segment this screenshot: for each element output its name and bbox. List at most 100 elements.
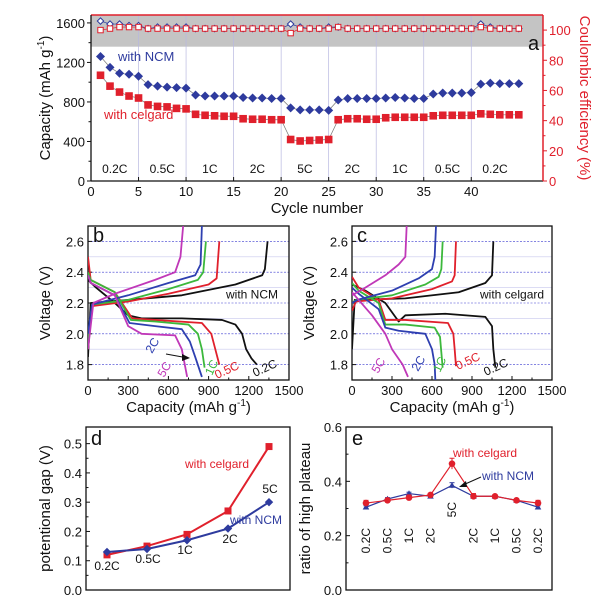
curve-5C-charge — [352, 226, 408, 297]
data-point — [134, 71, 144, 81]
data-point — [182, 105, 190, 113]
data-point — [220, 112, 228, 121]
plot-frame — [85, 426, 291, 591]
y-tick-label: 1.8 — [330, 358, 348, 373]
data-point — [230, 25, 237, 32]
category-label: 5C — [262, 482, 278, 496]
x-tick-label: 600 — [421, 383, 443, 398]
curve-0.5C-charge — [88, 241, 221, 350]
category-label: 0.5C — [381, 528, 395, 554]
y-right-tick-label: 20 — [549, 144, 563, 159]
data-point — [173, 25, 180, 32]
data-point — [496, 25, 503, 32]
data-point — [486, 110, 495, 119]
data-point — [296, 25, 304, 32]
category-label: 0.5C — [510, 528, 524, 554]
data-point — [495, 79, 505, 89]
x-tick-label: 10 — [179, 184, 193, 199]
data-point — [476, 110, 485, 118]
data-point — [467, 111, 476, 120]
data-point — [163, 103, 171, 111]
x-tick-label: 40 — [464, 184, 478, 199]
data-point — [515, 25, 523, 32]
category-label: 2C — [222, 532, 238, 546]
rate-label: 0.2C — [102, 162, 128, 176]
data-point — [505, 110, 514, 119]
data-point — [267, 115, 276, 124]
curves — [88, 226, 269, 378]
data-point — [181, 83, 191, 93]
data-point — [362, 115, 371, 124]
data-point — [515, 110, 523, 119]
rate-label: 0.5C — [453, 349, 482, 373]
y-tick-label: 2.0 — [330, 327, 348, 342]
category-label: 2C — [424, 528, 438, 544]
x-tick-label: 5 — [135, 184, 142, 199]
data-point — [470, 492, 477, 500]
y-tick-label: 2.4 — [330, 265, 348, 280]
data-point — [457, 88, 467, 98]
data-point — [210, 111, 219, 120]
data-point — [267, 93, 277, 104]
data-point — [201, 25, 209, 32]
data-point — [229, 112, 238, 121]
data-point — [124, 69, 134, 79]
data-point — [506, 25, 513, 32]
data-point — [384, 497, 391, 504]
data-point — [229, 91, 239, 101]
data-point — [125, 92, 133, 100]
data-point — [419, 113, 428, 122]
y-axis-label: Capacity (mAh g-1) — [36, 36, 54, 161]
rate-label: 1C — [202, 357, 221, 377]
y-right-tick-label: 100 — [549, 23, 571, 38]
data-point — [258, 115, 266, 124]
curve-1C-discharge — [88, 271, 206, 368]
y-right-tick-label: 60 — [549, 83, 563, 98]
data-point — [219, 91, 229, 101]
x-tick-label: 35 — [417, 184, 431, 199]
arrow-head — [182, 354, 190, 361]
panel-a-rate-capability: 0 5 10 15 20 25 30 35 40040080012001600020406080… — [36, 14, 593, 217]
data-point — [115, 88, 124, 96]
annotation-celgard: with celgard — [452, 446, 517, 460]
annotation: with celgard — [479, 287, 544, 301]
data-point — [448, 482, 456, 488]
y-tick-label: 0.3 — [64, 495, 82, 510]
x-tick-label: 900 — [461, 383, 483, 398]
y-tick-label: 2.2 — [66, 296, 84, 311]
data-point — [411, 25, 418, 32]
data-point — [382, 25, 389, 32]
data-point — [249, 25, 256, 32]
data-point — [429, 111, 438, 120]
rate-label: 5C — [368, 355, 388, 376]
data-point — [172, 104, 181, 113]
x-tick-label: 0 — [87, 184, 94, 199]
x-tick-label: 0 — [348, 383, 355, 398]
y-tick-label: 0.2 — [64, 524, 82, 539]
data-point — [201, 111, 209, 120]
data-point — [333, 95, 343, 105]
data-point — [324, 105, 334, 115]
y-tick-label: 0.2 — [324, 529, 342, 544]
y-right-tick-label: 40 — [549, 114, 563, 129]
data-point — [343, 93, 353, 104]
data-point — [427, 491, 434, 499]
data-point — [277, 25, 285, 32]
data-point — [325, 25, 332, 32]
data-point — [305, 136, 314, 145]
category-label: 0.5C — [135, 552, 161, 566]
rate-label: 1C — [392, 162, 408, 176]
data-point — [362, 93, 372, 104]
data-point — [106, 82, 114, 90]
rate-label: 0.2C — [481, 355, 510, 379]
y-tick-label: 0.4 — [64, 466, 82, 481]
rate-label: 2C — [142, 335, 162, 356]
category-label: 1C — [488, 528, 502, 544]
x-tick-label: 20 — [274, 184, 288, 199]
panel-d-potential-gap: 0.0 0.1 0.2 0.3 0.4 0.5 potentional gap (V) d 0.… — [37, 426, 291, 598]
panel-c-voltage-profiles-celgard: 0 300 600 900 1200 1500 1.8 2.0 2.2 2.4 2.6 Capacit… — [301, 225, 566, 416]
data-point — [477, 23, 484, 31]
data-point — [343, 114, 352, 123]
data-point — [448, 460, 456, 467]
data-point — [392, 25, 399, 32]
